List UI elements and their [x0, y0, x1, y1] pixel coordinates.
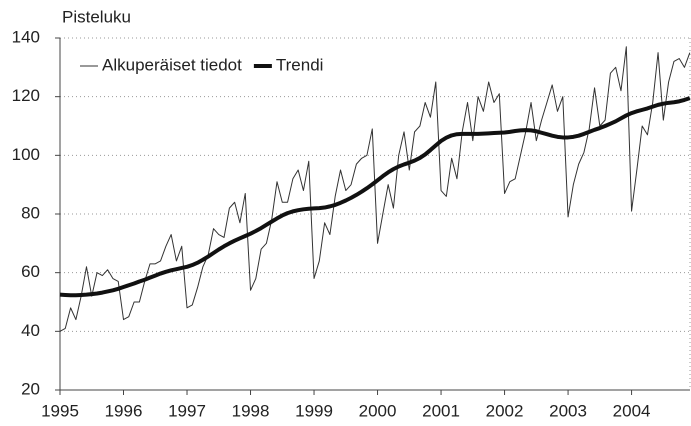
y-tick-label: 60 [21, 262, 40, 281]
y-tick-label: 120 [12, 86, 40, 105]
x-tick-label: 2002 [486, 401, 524, 420]
y-tick-label: 80 [21, 203, 40, 222]
legend-label: Trendi [276, 55, 324, 74]
y-tick-label: 20 [21, 379, 40, 398]
data-line [59, 96, 691, 298]
x-tick-label: 1995 [41, 401, 79, 420]
x-tick-label: 1998 [232, 401, 270, 420]
y-tick-label: 100 [12, 145, 40, 164]
y-tick-label: 140 [12, 27, 40, 46]
y-tick-label: 40 [21, 321, 40, 340]
x-tick-label: 2000 [359, 401, 397, 420]
x-tick-label: 1999 [295, 401, 333, 420]
x-tick-label: 1997 [168, 401, 206, 420]
x-tick-label: 2001 [422, 401, 460, 420]
x-tick-label: 2004 [613, 401, 651, 420]
x-tick-label: 1996 [105, 401, 143, 420]
y-axis-label: Pisteluku [62, 7, 131, 26]
x-tick-label: 2003 [549, 401, 587, 420]
data-line [59, 46, 691, 332]
legend-label: Alkuperäiset tiedot [102, 55, 242, 74]
